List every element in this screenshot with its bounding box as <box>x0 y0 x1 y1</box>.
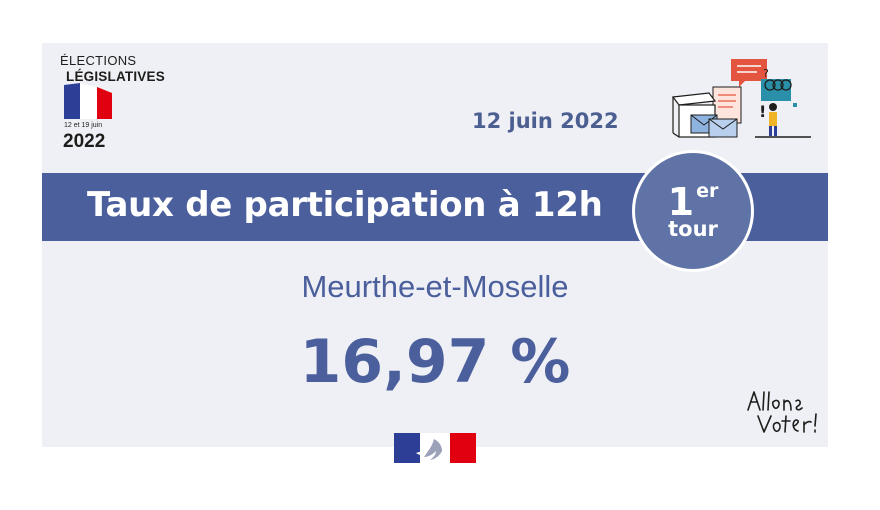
ballot-box-voting-illustration: ? ! <box>671 59 811 138</box>
round-number-suffix: er <box>696 180 719 202</box>
svg-text:!: ! <box>759 102 766 121</box>
logo-year: 2022 <box>63 131 106 152</box>
round-word: tour <box>668 217 718 241</box>
svg-text:?: ? <box>763 67 769 80</box>
election-date: 12 juin 2022 <box>472 109 619 133</box>
announcement-card: ÉLECTIONS LÉGISLATIVES 12 et 19 juin 202… <box>42 43 828 463</box>
banner-title: Taux de participation à 12h <box>87 185 603 225</box>
department-name: Meurthe-et-Moselle <box>301 269 569 304</box>
french-flag-icon <box>64 83 112 119</box>
logo-line-elections: ÉLECTIONS <box>60 53 137 68</box>
marianne-republique-francaise-logo <box>394 433 476 463</box>
logo-dates: 12 et 19 juin <box>64 122 103 129</box>
allons-voter-signature <box>747 391 817 433</box>
round-badge: 1 er tour <box>632 150 754 272</box>
elections-logo: ÉLECTIONS LÉGISLATIVES 12 et 19 juin 202… <box>60 53 165 152</box>
participation-rate: 16,97 % <box>299 327 571 397</box>
logo-line-legislatives: LÉGISLATIVES <box>66 69 165 84</box>
round-number-value: 1 <box>667 180 695 224</box>
round-number: 1 er <box>635 171 751 222</box>
